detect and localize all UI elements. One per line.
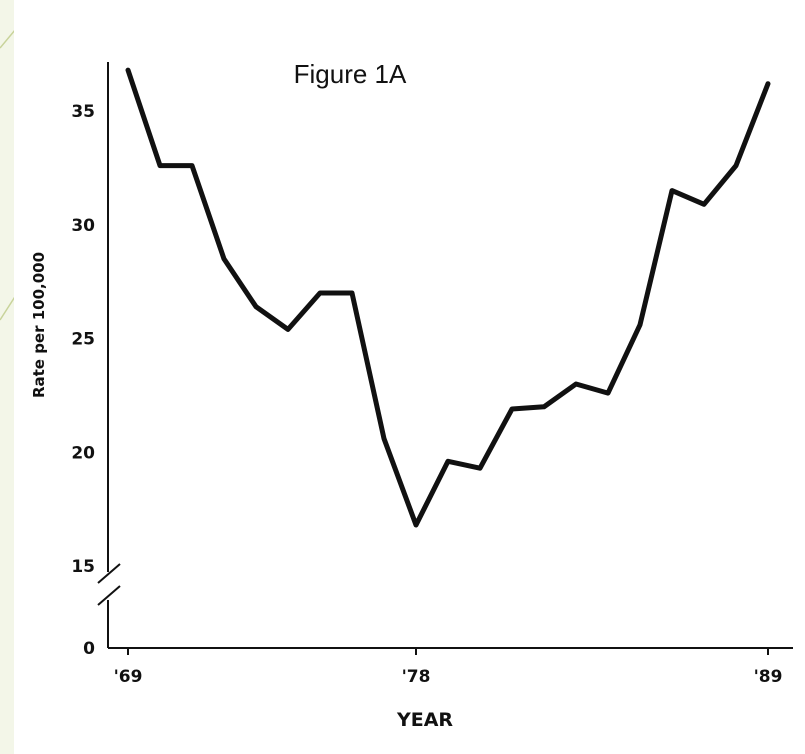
data-point xyxy=(350,291,354,295)
y-tick-label: 30 xyxy=(71,216,95,236)
data-point xyxy=(318,291,322,295)
x-tick-label: '89 xyxy=(754,667,783,687)
data-point xyxy=(766,82,770,86)
data-point xyxy=(414,523,418,527)
data-point xyxy=(734,164,738,168)
data-point xyxy=(382,437,386,441)
data-point xyxy=(286,327,290,331)
axis-break-mark-upper xyxy=(97,563,121,584)
data-point xyxy=(478,466,482,470)
y-tick-label: 25 xyxy=(71,330,95,350)
data-point xyxy=(190,164,194,168)
y-tick-label: 20 xyxy=(71,443,95,463)
x-axis-title: YEAR xyxy=(396,709,453,731)
data-point xyxy=(606,391,610,395)
chart-title: Figure 1A xyxy=(294,59,407,89)
data-point xyxy=(222,257,226,261)
y-tick-label: 35 xyxy=(71,102,95,122)
chart-panel xyxy=(14,0,805,754)
y-axis-title: Rate per 100,000 xyxy=(30,252,48,398)
axis-break-mark-lower xyxy=(97,585,121,606)
data-point xyxy=(574,382,578,386)
axes xyxy=(97,62,793,649)
data-point xyxy=(542,405,546,409)
data-point xyxy=(702,202,706,206)
x-tick-label: '78 xyxy=(402,667,431,687)
y-ticks: 15 20 25 30 35 0 xyxy=(71,102,95,659)
y-tick-label: 15 xyxy=(71,557,95,577)
data-point xyxy=(254,305,258,309)
data-point xyxy=(126,68,130,72)
data-point xyxy=(158,164,162,168)
data-point xyxy=(638,323,642,327)
y-tick-label-zero: 0 xyxy=(83,639,95,659)
x-ticks: '69 '78 '89 xyxy=(114,648,783,687)
series-layer xyxy=(125,67,771,528)
data-point xyxy=(446,459,450,463)
x-tick-label: '69 xyxy=(114,667,143,687)
data-point xyxy=(670,189,674,193)
data-point xyxy=(510,407,514,411)
